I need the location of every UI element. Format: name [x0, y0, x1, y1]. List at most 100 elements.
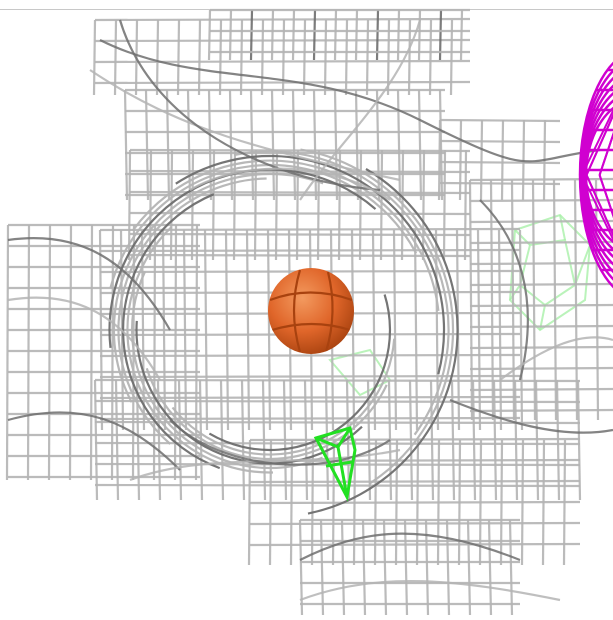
- mesh-segment: [594, 179, 600, 421]
- mesh-contour: [299, 579, 561, 602]
- mesh-contour: [299, 19, 422, 201]
- mesh-segment: [228, 89, 234, 201]
- mesh-segment: [508, 519, 514, 616]
- ion-sphere[interactable]: [268, 268, 354, 354]
- mesh-segment: [469, 303, 613, 308]
- mesh-contour: [7, 296, 161, 381]
- green-mesh-fragment: [313, 426, 357, 502]
- mesh-segment: [403, 519, 409, 616]
- mesh-segment: [598, 174, 613, 218]
- mesh-segment: [156, 379, 162, 501]
- mesh-segment: [469, 177, 613, 182]
- mesh-segment: [47, 224, 52, 481]
- mesh-segment: [291, 89, 297, 201]
- mesh-segment: [312, 89, 318, 201]
- mesh-segment: [165, 89, 171, 201]
- mesh-segment: [379, 149, 384, 261]
- mesh-segment: [500, 119, 505, 201]
- mesh-segment: [68, 224, 73, 481]
- mesh-segment: [207, 89, 213, 201]
- mesh-contour: [126, 226, 274, 474]
- mesh-segment: [469, 345, 613, 350]
- mesh-contour: [307, 167, 459, 515]
- mesh-segment: [445, 519, 451, 616]
- mesh-segment: [413, 229, 419, 431]
- mesh-contour: [7, 411, 181, 471]
- mesh-segment: [487, 519, 493, 616]
- mesh-segment: [232, 149, 237, 261]
- mesh-segment: [396, 89, 402, 201]
- mesh-segment: [437, 119, 442, 201]
- mesh-segment: [99, 248, 521, 253]
- mesh-contour: [233, 150, 450, 436]
- mesh-segment: [249, 437, 581, 442]
- mesh-segment: [99, 374, 521, 379]
- mesh-segment: [94, 59, 471, 64]
- mesh-segment: [585, 113, 613, 176]
- mesh-segment: [245, 229, 251, 431]
- mesh-segment: [581, 174, 613, 242]
- mesh-segment: [266, 229, 272, 431]
- mesh-segment: [421, 149, 426, 261]
- mesh-segment: [129, 232, 471, 237]
- mesh-segment: [249, 542, 581, 547]
- magenta-mesh: [578, 61, 613, 289]
- mesh-segment: [148, 149, 153, 261]
- mesh-contour: [99, 39, 601, 163]
- mesh-segment: [468, 179, 474, 421]
- mesh-contour: [299, 532, 521, 562]
- mesh-segment: [439, 181, 561, 186]
- mesh-contour: [132, 159, 440, 312]
- mesh-segment: [469, 387, 613, 392]
- mesh-segment: [94, 38, 471, 43]
- mesh-segment: [94, 80, 471, 85]
- mesh-segment: [94, 378, 581, 383]
- mesh-segment: [442, 149, 447, 261]
- mesh-segment: [521, 119, 526, 201]
- mesh-segment: [469, 261, 613, 266]
- mesh-contour: [7, 237, 171, 331]
- mesh-segment: [94, 399, 581, 404]
- density-mesh-contours: [7, 19, 613, 602]
- mesh-contour: [171, 338, 396, 456]
- mesh-contour: [208, 294, 392, 452]
- mesh-segment: [186, 89, 192, 201]
- mesh-segment: [249, 479, 581, 484]
- mesh-segment: [129, 253, 471, 258]
- mesh-segment: [240, 379, 246, 501]
- mesh-segment: [439, 118, 561, 123]
- mesh-segment: [598, 132, 613, 176]
- mesh-segment: [129, 211, 471, 216]
- mesh-segment: [253, 149, 258, 261]
- faint-green-segment: [559, 214, 566, 241]
- mesh-segment: [94, 17, 471, 22]
- mesh-segment: [518, 229, 524, 431]
- mesh-segment: [249, 521, 581, 526]
- mesh-segment: [438, 89, 444, 201]
- mesh-segment: [479, 119, 484, 201]
- mesh-segment: [439, 139, 561, 144]
- mesh-segment: [510, 179, 516, 421]
- mesh-segment: [203, 229, 209, 431]
- mesh-contour: [117, 177, 267, 445]
- mesh-contour: [130, 270, 324, 470]
- magenta-ring: [584, 106, 613, 244]
- mesh-segment: [207, 9, 212, 61]
- mesh-segment: [26, 224, 31, 481]
- mesh-contour: [145, 367, 388, 461]
- mesh-segment: [99, 353, 521, 358]
- mesh-segment: [417, 89, 423, 201]
- mesh-segment: [92, 19, 97, 96]
- mesh-segment: [466, 519, 472, 616]
- mesh-segment: [94, 420, 581, 425]
- mesh-segment: [531, 179, 537, 421]
- mesh-segment: [434, 229, 440, 431]
- mesh-segment: [358, 149, 363, 261]
- mesh-segment: [361, 519, 367, 616]
- mesh-segment: [337, 149, 342, 261]
- mesh-segment: [93, 379, 99, 501]
- mesh-segment: [94, 483, 581, 488]
- mesh-segment: [123, 89, 129, 201]
